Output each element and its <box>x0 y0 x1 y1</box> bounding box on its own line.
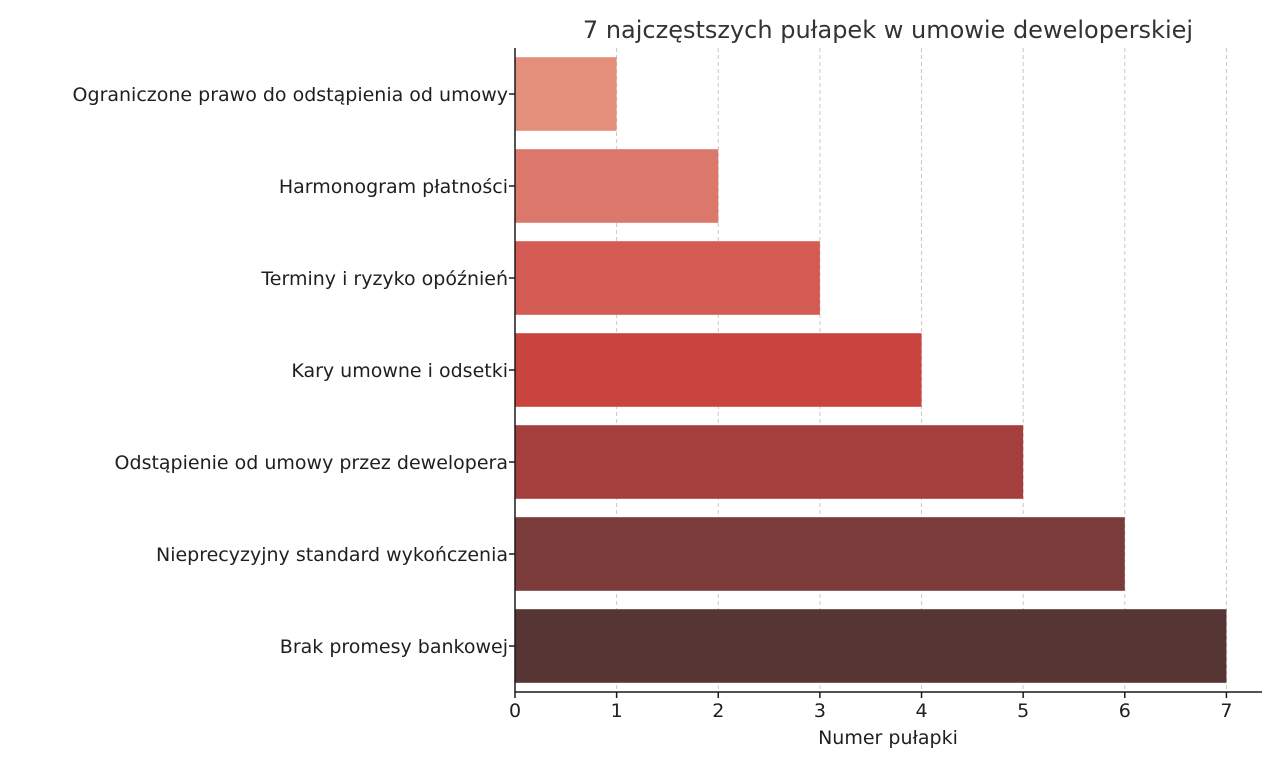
bar <box>515 333 922 407</box>
bars <box>515 57 1227 683</box>
x-tick-label: 0 <box>509 700 521 722</box>
category-label: Kary umowne i odsetki <box>291 360 508 382</box>
bar <box>515 425 1024 499</box>
x-tick-label: 3 <box>814 700 826 722</box>
x-tick-label: 4 <box>915 700 927 722</box>
bar <box>515 609 1227 683</box>
category-label: Nieprecyzyjny standard wykończenia <box>156 544 508 566</box>
bar <box>515 241 820 315</box>
category-label: Odstąpienie od umowy przez dewelopera <box>115 452 508 474</box>
category-labels: Ograniczone prawo do odstąpienia od umow… <box>73 84 515 658</box>
category-label: Ograniczone prawo do odstąpienia od umow… <box>73 84 508 106</box>
x-tick-labels: 0 1 2 3 4 5 6 7 <box>509 692 1232 722</box>
chart-title: 7 najczęstszych pułapek w umowie dewelop… <box>583 16 1193 44</box>
category-label: Brak promesy bankowej <box>280 636 508 658</box>
bar <box>515 57 617 131</box>
x-tick-label: 6 <box>1119 700 1131 722</box>
x-tick-label: 5 <box>1017 700 1029 722</box>
x-tick-label: 1 <box>611 700 623 722</box>
x-tick-label: 2 <box>712 700 724 722</box>
bar <box>515 149 719 223</box>
x-tick-label: 7 <box>1220 700 1232 722</box>
bar <box>515 517 1125 591</box>
x-axis-label: Numer pułapki <box>818 727 958 749</box>
category-label: Terminy i ryzyko opóźnień <box>260 268 508 290</box>
category-label: Harmonogram płatności <box>279 176 508 198</box>
